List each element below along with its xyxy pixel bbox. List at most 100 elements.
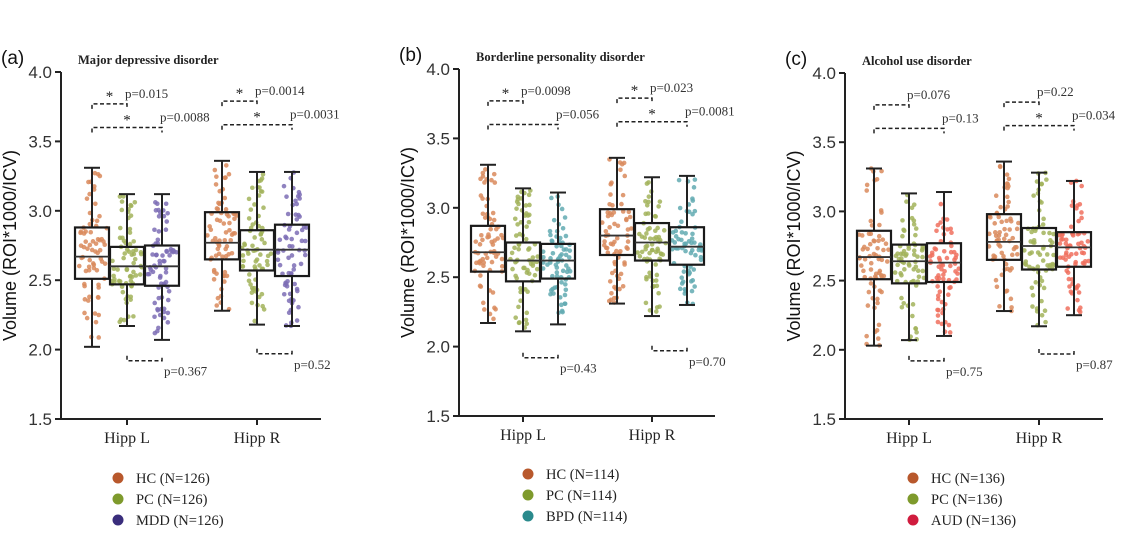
data-point	[1041, 285, 1047, 291]
data-point	[875, 245, 880, 251]
data-point	[996, 214, 1002, 220]
data-point	[152, 314, 157, 320]
data-point	[605, 213, 611, 219]
data-point	[265, 262, 270, 268]
data-point	[1016, 220, 1021, 226]
data-point	[1066, 276, 1072, 282]
data-point	[679, 230, 685, 235]
data-point	[997, 229, 1002, 235]
data-point	[526, 271, 532, 276]
data-point	[128, 202, 133, 208]
data-point	[525, 267, 530, 273]
legend-marker-pc	[522, 489, 534, 501]
significance-bracket: p=0.52	[256, 348, 331, 372]
data-point	[551, 217, 557, 223]
p-value-label: p=0.87	[1076, 357, 1113, 372]
data-point	[653, 228, 658, 234]
data-point	[128, 294, 134, 300]
p-value-label: p=0.43	[560, 361, 597, 376]
data-point	[483, 167, 488, 172]
data-point	[87, 294, 92, 300]
data-point	[280, 271, 285, 277]
data-point	[614, 235, 620, 241]
data-point	[657, 199, 663, 204]
p-value-label: p=0.0088	[160, 110, 210, 125]
data-point	[92, 311, 98, 316]
data-point	[213, 182, 219, 187]
data-point	[157, 261, 163, 267]
data-point	[699, 246, 705, 252]
data-point	[607, 279, 613, 284]
data-point	[166, 288, 172, 294]
data-point	[291, 263, 297, 268]
data-point	[877, 288, 883, 293]
data-point	[563, 233, 569, 239]
data-point	[1075, 297, 1080, 303]
data-point	[612, 284, 617, 290]
data-point	[1065, 306, 1071, 311]
data-point	[941, 276, 946, 282]
data-point	[250, 222, 256, 227]
data-point	[689, 236, 695, 241]
data-point	[1030, 304, 1035, 309]
data-point	[513, 315, 518, 320]
data-point	[608, 192, 613, 197]
data-point	[265, 253, 271, 259]
data-point	[621, 160, 627, 166]
data-point	[563, 287, 569, 293]
data-point	[601, 242, 607, 248]
data-point	[252, 264, 258, 269]
data-point	[554, 270, 560, 275]
y-tick-label: 4.0	[426, 60, 450, 79]
data-point	[137, 272, 143, 277]
data-point	[1039, 181, 1044, 187]
data-point	[1008, 216, 1013, 222]
data-point	[216, 251, 222, 257]
data-point	[1079, 210, 1084, 215]
data-point	[1041, 216, 1046, 222]
chart-title: Alcohol use disorder	[862, 54, 972, 68]
data-point	[895, 262, 900, 268]
data-point	[653, 278, 659, 283]
data-point	[938, 220, 943, 225]
y-tick-label: 3.0	[28, 202, 52, 221]
box-hc-hipp-l	[469, 163, 507, 325]
data-point	[909, 205, 915, 211]
data-point	[1076, 290, 1082, 295]
data-point	[868, 281, 874, 286]
data-point	[212, 236, 218, 241]
data-point	[297, 192, 302, 197]
data-point	[560, 225, 566, 231]
data-point	[656, 204, 661, 209]
data-point	[84, 315, 90, 321]
data-point	[988, 215, 993, 220]
data-point	[911, 218, 917, 223]
data-point	[682, 287, 688, 292]
data-point	[861, 268, 866, 274]
data-point	[679, 219, 684, 225]
data-point	[121, 317, 127, 323]
data-point	[119, 199, 125, 204]
p-value-label: p=0.367	[164, 364, 208, 379]
data-point	[257, 263, 262, 268]
data-point	[524, 224, 529, 229]
data-point	[635, 250, 640, 255]
data-point	[620, 209, 626, 214]
data-point	[655, 248, 661, 254]
data-point	[654, 309, 659, 314]
data-point	[1076, 218, 1081, 224]
data-point	[1028, 239, 1033, 244]
data-point	[96, 335, 102, 340]
data-point	[87, 242, 93, 248]
data-point	[1040, 258, 1046, 263]
data-point	[121, 255, 126, 261]
data-point	[150, 252, 155, 257]
significance-bracket: p=0.70	[651, 345, 726, 369]
data-point	[1012, 245, 1018, 250]
data-point	[138, 250, 144, 255]
data-point	[97, 247, 103, 253]
data-point	[1030, 293, 1036, 298]
data-point	[486, 234, 492, 239]
data-point	[480, 170, 486, 176]
box-aud-hipp-l	[925, 191, 963, 337]
